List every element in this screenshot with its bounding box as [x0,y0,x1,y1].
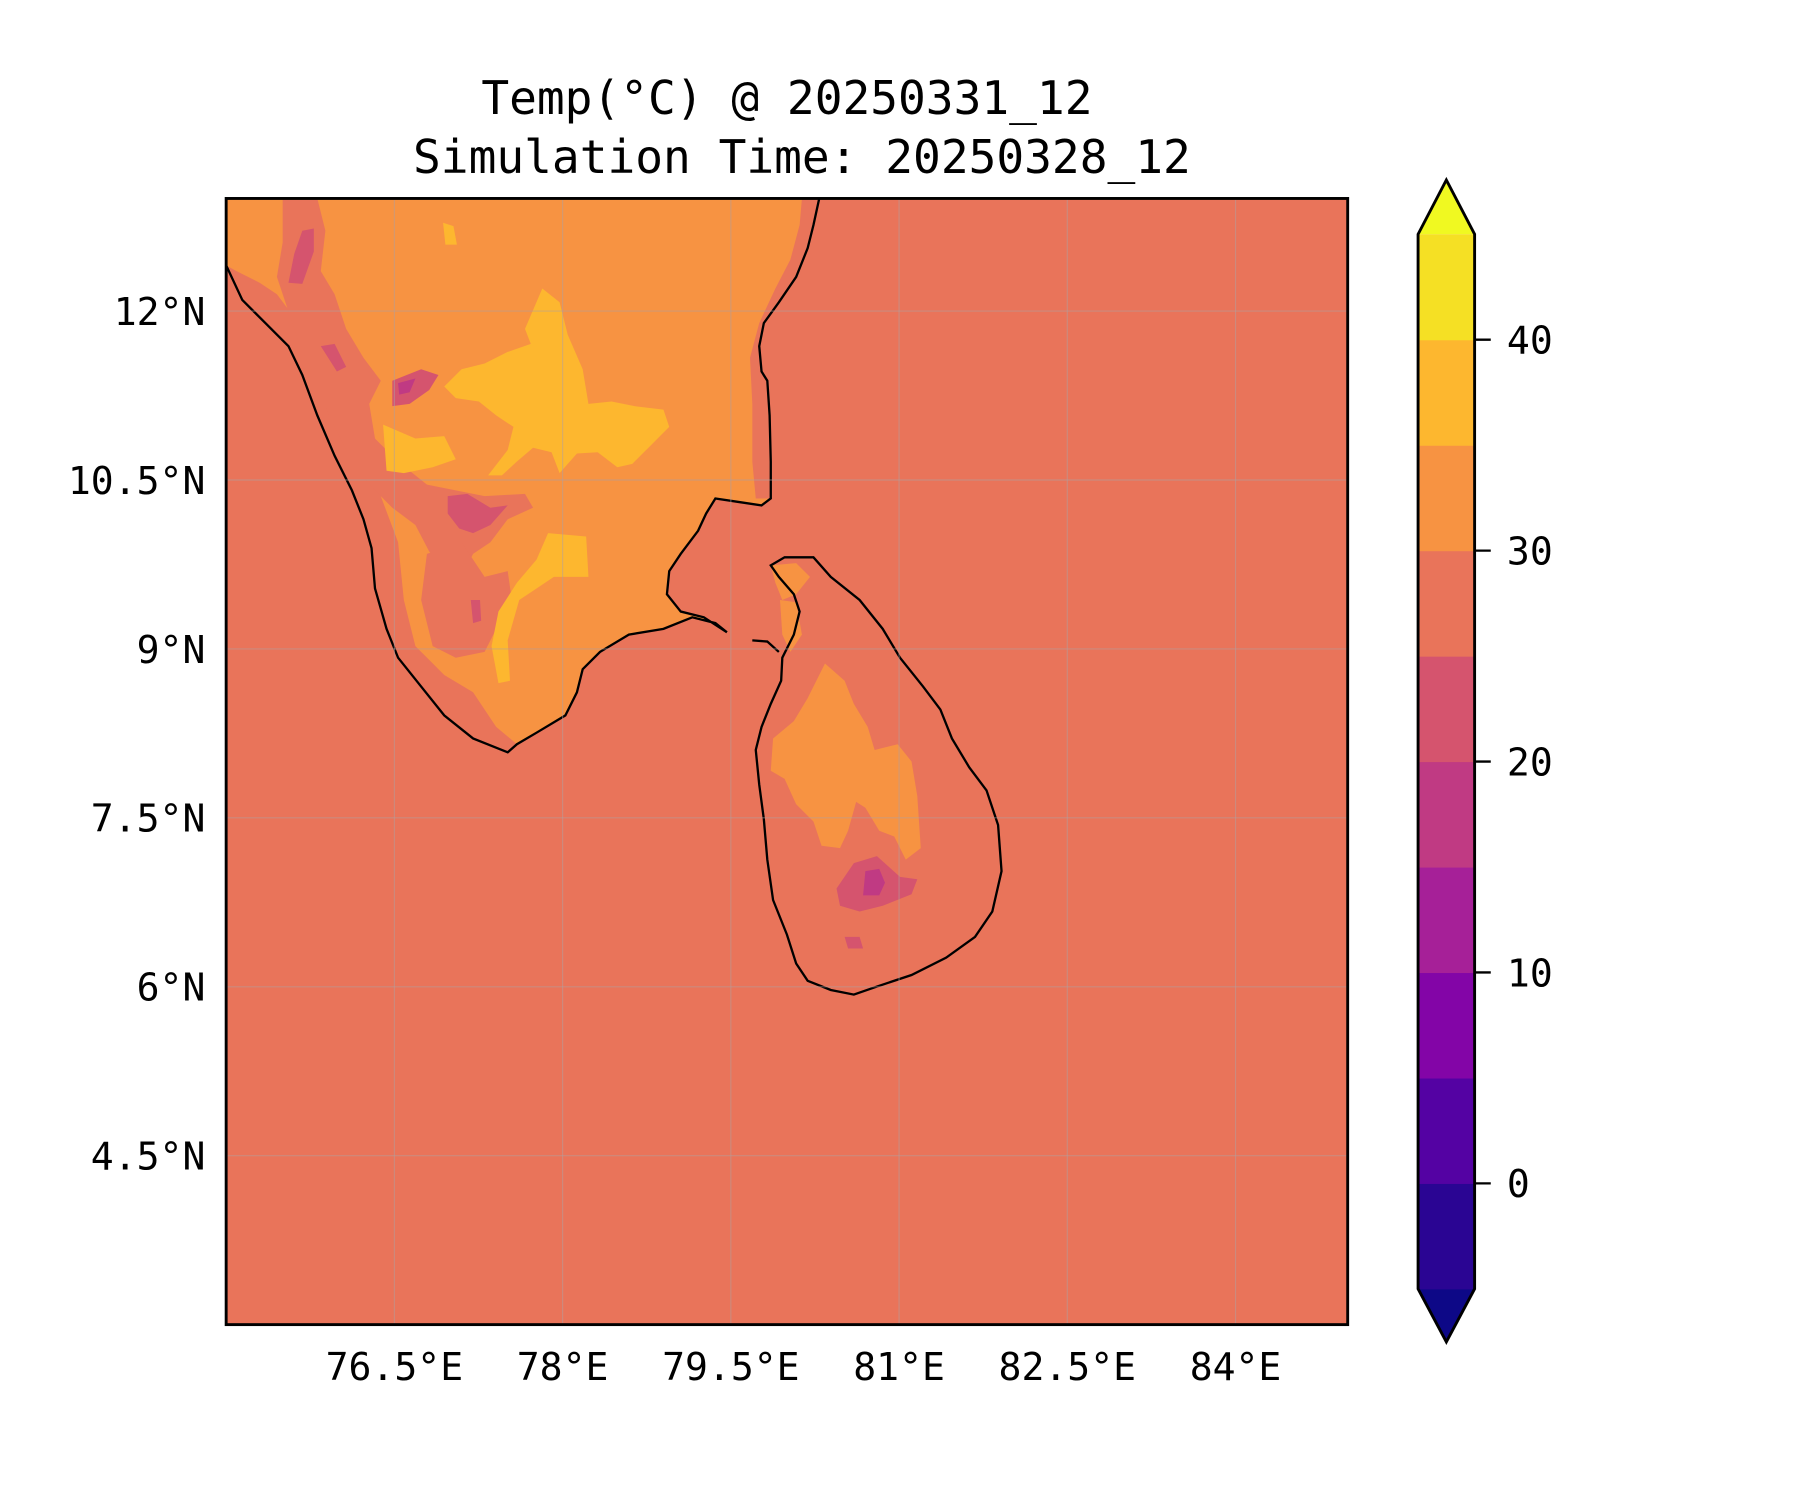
x-tick-label: 78°E [517,1345,609,1389]
x-tick-label: 84°E [1190,1345,1282,1389]
y-tick-label: 6°N [137,966,206,1010]
map-area [226,198,1348,1325]
colorbar-tick-label: 30 [1507,529,1553,573]
colorbar-bin [1418,1183,1475,1290]
south-hot-region [491,533,589,684]
chart-subtitle: Simulation Time: 20250328_12 [413,130,1191,184]
india-coastline [226,198,821,754]
south-cool-band [421,542,514,658]
colorbar-bin [1418,550,1475,657]
palani-cold-patch [447,493,508,534]
sri-lanka-warm-region [770,663,921,860]
central-highland-core-patch [863,868,885,896]
nilgiri-cold-patch [392,369,439,407]
y-tick-label: 10.5°N [68,459,206,503]
south-cold-patch-sl [844,936,864,949]
colorbar-tick-label: 10 [1507,951,1553,995]
interior-hot-region-2 [383,424,456,474]
map-frame [224,197,1350,1327]
colorbar-tick-label: 20 [1507,740,1553,784]
y-tick-label: 12°N [114,290,206,334]
colorbar-outline [1416,176,1477,1345]
x-tick-label: 76.5°E [326,1345,464,1389]
y-axis-ticks: 4.5°N 6°N 7.5°N 9°N 10.5°N 12°N [68,290,206,1179]
colorbar-tick-label: 40 [1507,319,1553,363]
small-hot-patch [443,222,457,245]
colorbar-bin [1418,339,1475,446]
colorbar-bin [1418,867,1475,974]
x-tick-label: 82.5°E [999,1345,1137,1389]
ghats-cold-patch-2 [320,343,347,372]
chart-title: Temp(°C) @ 20250331_12 [481,71,1092,125]
colorbar-bin [1418,972,1475,1079]
mannar-warm-region [780,600,802,652]
colorbar-under-extend [1418,1288,1475,1342]
colorbar: 0 10 20 30 40 [1416,176,1553,1345]
x-tick-label: 79.5°E [662,1345,800,1389]
gridlines [226,198,1348,1325]
colorbar-tick-label: 0 [1507,1162,1530,1206]
y-tick-label: 9°N [137,628,206,672]
colorbar-bin [1418,761,1475,868]
y-tick-label: 4.5°N [91,1135,206,1179]
india-land-fill [226,198,820,753]
south-cold-patch [470,600,482,624]
colorbar-bin [1418,234,1475,341]
jaffna-warm-region [770,563,810,600]
east-coast-cool-band [749,198,820,499]
interior-hot-region [444,288,670,476]
x-axis-ticks: 76.5°E 78°E 79.5°E 81°E 82.5°E 84°E [326,1345,1282,1389]
north-ghats-cold-patch [288,228,314,284]
west-coast-cool-band [226,265,517,753]
colorbar-over-extend [1418,180,1475,235]
x-tick-label: 81°E [853,1345,945,1389]
colorbar-bin [1418,1077,1475,1184]
nilgiri-core-patch [398,378,416,395]
colorbar-bin [1418,445,1475,552]
colorbar-bin [1418,656,1475,763]
y-tick-label: 7.5°N [91,797,206,841]
